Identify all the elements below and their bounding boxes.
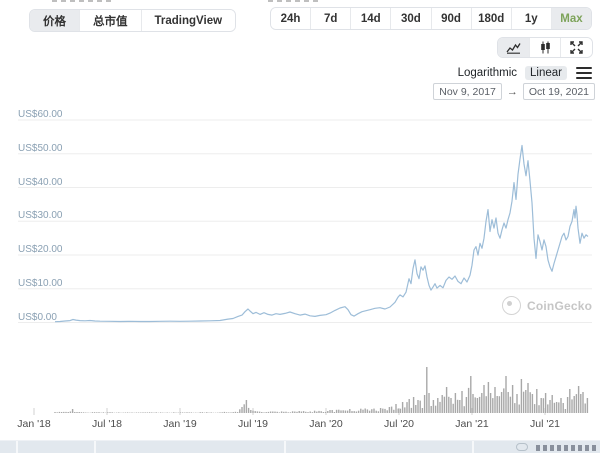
range-max[interactable]: Max — [551, 8, 591, 29]
cutoff-icon — [516, 443, 528, 451]
date-range-row: Nov 9, 2017 → Oct 19, 2021 — [430, 83, 595, 100]
range-button-group: 24h 7d 14d 30d 90d 180d 1y Max — [270, 7, 592, 30]
linear-option[interactable]: Linear — [525, 65, 567, 80]
end-date-input[interactable]: Oct 19, 2021 — [522, 83, 595, 100]
tradingview-tab[interactable]: TradingView — [141, 10, 236, 31]
cutoff-text — [536, 445, 596, 451]
hamburger-menu-icon[interactable] — [576, 66, 592, 79]
scale-toggle-row: Logarithmic Linear — [380, 64, 592, 81]
view-tab-group: 价格 总市值 TradingView — [29, 9, 237, 32]
line-chart-icon — [506, 42, 521, 54]
fullscreen-icon — [570, 41, 583, 54]
logarithmic-option[interactable]: Logarithmic — [457, 66, 518, 79]
candlestick-view-button[interactable] — [529, 38, 562, 57]
range-7d[interactable]: 7d — [311, 8, 352, 29]
candlestick-icon — [539, 41, 552, 54]
range-180d[interactable]: 180d — [471, 8, 512, 29]
cropped-content-top-right — [268, 0, 318, 2]
next-section-preview — [0, 440, 600, 453]
range-24h[interactable]: 24h — [271, 8, 312, 29]
line-chart-view-button[interactable] — [498, 38, 530, 57]
range-14d[interactable]: 14d — [351, 8, 392, 29]
cropped-content-top-left — [52, 0, 114, 2]
market-cap-tab[interactable]: 总市值 — [80, 10, 142, 31]
range-1y[interactable]: 1y — [511, 8, 552, 29]
fullscreen-button[interactable] — [561, 38, 592, 57]
start-date-input[interactable]: Nov 9, 2017 — [433, 83, 502, 100]
range-90d[interactable]: 90d — [431, 8, 472, 29]
price-tab[interactable]: 价格 — [30, 10, 80, 31]
chart-type-group — [497, 37, 593, 58]
range-30d[interactable]: 30d — [391, 8, 432, 29]
date-range-arrow-icon: → — [506, 85, 518, 98]
